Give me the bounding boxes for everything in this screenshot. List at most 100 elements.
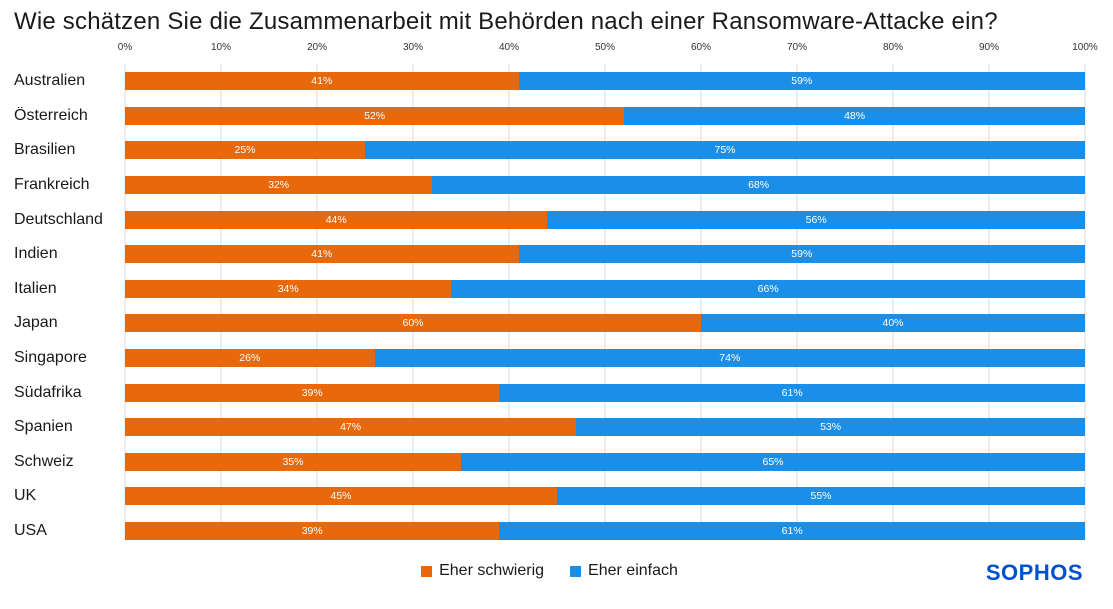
stacked-bar: 47% 53% — [125, 418, 1085, 437]
bar-segment-schwierig: 41% — [125, 72, 519, 91]
country-label: Frankreich — [14, 176, 90, 194]
bar-row: Italien 34% 66% — [14, 272, 1085, 307]
x-tick-label: 20% — [306, 42, 328, 53]
bar-segment-einfach: 59% — [518, 245, 1085, 264]
x-axis-ticks: 0% 10% 20% 30% 40% 50% 60% 70% 80% 90% 100% — [118, 40, 1098, 58]
bar-rows: Australien 41% 59% Österreich 52% 48% Brasilie… — [14, 64, 1085, 548]
x-tick-label: 10% — [210, 42, 232, 53]
country-label: Südafrika — [14, 383, 82, 401]
bar-value-label: 59% — [791, 248, 813, 261]
x-tick-label: 40% — [498, 42, 520, 53]
gridline — [604, 64, 606, 541]
bar-value-label: 59% — [791, 75, 813, 88]
bar-value-label: 35% — [282, 455, 304, 468]
bar-row: Südafrika 39% 61% — [14, 375, 1085, 410]
gridline — [892, 64, 894, 541]
x-tick-label: 0% — [117, 42, 133, 53]
bar-row: Australien 41% 59% — [14, 64, 1085, 99]
gridline — [508, 64, 510, 541]
legend-item: Eher einfach — [570, 562, 678, 580]
bar-segment-einfach: 61% — [499, 522, 1085, 541]
bar-segment-schwierig: 47% — [125, 418, 577, 437]
stacked-bar-chart: 0% 10% 20% 30% 40% 50% 60% 70% 80% 90% 100% Austra… — [14, 40, 1098, 548]
bar-value-label: 53% — [820, 421, 842, 434]
bar-value-label: 41% — [311, 75, 333, 88]
bar-segment-schwierig: 39% — [125, 522, 500, 541]
sophos-logo: SOPHOS — [985, 560, 1083, 586]
bar-segment-einfach: 55% — [557, 487, 1085, 506]
chart-title: Wie schätzen Sie die Zusammenarbeit mit … — [14, 8, 998, 35]
legend-swatch-icon — [421, 565, 433, 577]
bar-segment-schwierig: 34% — [125, 279, 452, 298]
bar-row: Brasilien 25% 75% — [14, 133, 1085, 168]
x-tick-label: 90% — [978, 42, 1000, 53]
country-label: Spanien — [14, 418, 73, 436]
stacked-bar: 41% 59% — [125, 72, 1085, 91]
bar-value-label: 34% — [277, 282, 299, 295]
country-label: Deutschland — [14, 210, 103, 228]
stacked-bar: 39% 61% — [125, 383, 1085, 402]
bar-row: Japan 60% 40% — [14, 306, 1085, 341]
bar-segment-einfach: 56% — [547, 210, 1085, 229]
bar-value-label: 44% — [325, 213, 347, 226]
bar-value-label: 74% — [719, 352, 741, 365]
chart-legend: Eher schwierig Eher einfach — [14, 562, 1085, 580]
bar-row: USA 39% 61% — [14, 514, 1085, 549]
bar-value-label: 45% — [330, 490, 352, 503]
legend-label: Eher einfach — [588, 562, 678, 580]
stacked-bar: 44% 56% — [125, 210, 1085, 229]
stacked-bar: 35% 65% — [125, 452, 1085, 471]
bar-segment-schwierig: 41% — [125, 245, 519, 264]
stacked-bar: 39% 61% — [125, 522, 1085, 541]
gridline — [796, 64, 798, 541]
bar-value-label: 48% — [844, 109, 866, 122]
bar-segment-schwierig: 32% — [125, 176, 433, 195]
bar-value-label: 47% — [340, 421, 362, 434]
bar-value-label: 60% — [402, 317, 424, 330]
bar-value-label: 40% — [882, 317, 904, 330]
x-tick-label: 60% — [690, 42, 712, 53]
country-label: Schweiz — [14, 452, 74, 470]
stacked-bar: 32% 68% — [125, 176, 1085, 195]
bar-segment-schwierig: 60% — [125, 314, 701, 333]
country-label: Indien — [14, 245, 58, 263]
stacked-bar: 26% 74% — [125, 349, 1085, 368]
stacked-bar: 60% 40% — [125, 314, 1085, 333]
stacked-bar: 41% 59% — [125, 245, 1085, 264]
stacked-bar: 34% 66% — [125, 279, 1085, 298]
chart-footer: Eher schwierig Eher einfach SOPHOS — [14, 558, 1085, 590]
bar-segment-einfach: 66% — [451, 279, 1085, 298]
bar-value-label: 41% — [311, 248, 333, 261]
bar-value-label: 39% — [301, 525, 323, 538]
bar-value-label: 26% — [239, 352, 261, 365]
bar-segment-einfach: 65% — [461, 452, 1085, 471]
bar-value-label: 32% — [268, 179, 290, 192]
bar-segment-schwierig: 25% — [125, 141, 365, 160]
bar-segment-einfach: 61% — [499, 383, 1085, 402]
bar-value-label: 66% — [757, 282, 779, 295]
bar-segment-einfach: 48% — [624, 106, 1085, 125]
bar-row: Singapore 26% 74% — [14, 341, 1085, 376]
bar-value-label: 68% — [748, 179, 770, 192]
bar-row: Deutschland 44% 56% — [14, 202, 1085, 237]
legend-swatch-icon — [570, 565, 582, 577]
x-tick-label: 70% — [786, 42, 808, 53]
bar-value-label: 61% — [781, 525, 803, 538]
bar-row: Frankreich 32% 68% — [14, 168, 1085, 203]
bar-row: UK 45% 55% — [14, 479, 1085, 514]
stacked-bar: 25% 75% — [125, 141, 1085, 160]
bar-value-label: 25% — [234, 144, 256, 157]
bar-row: Österreich 52% 48% — [14, 99, 1085, 134]
bar-row: Spanien 47% 53% — [14, 410, 1085, 445]
gridlines — [124, 64, 1086, 541]
gridline — [988, 64, 990, 541]
bar-segment-schwierig: 45% — [125, 487, 557, 506]
bar-value-label: 55% — [810, 490, 832, 503]
bar-segment-schwierig: 35% — [125, 452, 461, 471]
country-label: Japan — [14, 314, 58, 332]
stacked-bar: 52% 48% — [125, 106, 1085, 125]
x-axis: 0% 10% 20% 30% 40% 50% 60% 70% 80% 90% 100% — [14, 40, 1098, 58]
bar-value-label: 52% — [364, 109, 386, 122]
bar-row: Schweiz 35% 65% — [14, 445, 1085, 480]
